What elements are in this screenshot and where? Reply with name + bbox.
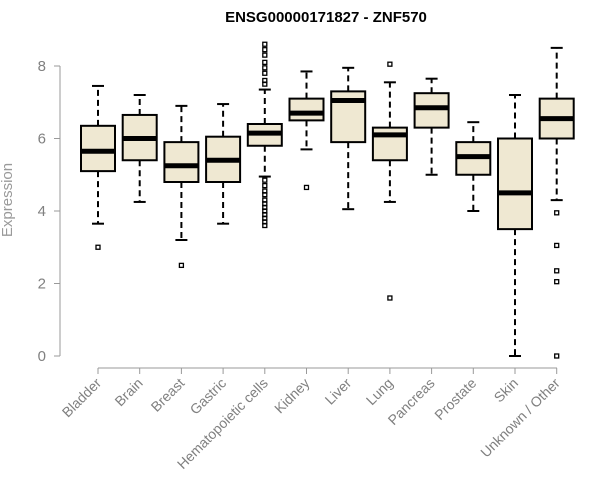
outlier-point [178,262,185,269]
y-tick-label: 6 [38,131,46,148]
x-tick-label: Bladder [59,375,105,421]
x-tick-label: Liver [322,375,355,408]
chart-title: ENSG00000171827 - ZNF570 [225,9,427,26]
y-axis-label: Expression [0,163,16,237]
outlier-point [387,61,393,67]
x-tick-label: Prostate [431,375,479,423]
box-group [80,84,116,250]
outlier-point [303,184,310,191]
y-ticks: 0 2 4 6 8 [38,58,60,365]
box-group [330,66,367,211]
outlier-point [262,70,268,76]
outlier-point [262,41,268,47]
outlier-point [554,353,560,359]
y-tick-label: 4 [38,203,46,220]
box-group [205,103,242,225]
box-group [455,121,492,212]
box-group [497,94,533,357]
box-iqr [413,92,450,129]
box-group [121,94,158,203]
y-tick-label: 8 [38,58,46,75]
outlier-point [262,177,268,183]
box-group [413,77,450,176]
outlier-point [262,65,268,71]
x-tick-label: Brain [111,375,145,409]
y-tick-label: 0 [38,348,46,365]
outlier-point [262,52,268,58]
outlier-point [554,210,560,216]
outlier-point [95,244,101,250]
outlier-point [554,242,560,249]
outlier-point [262,81,268,87]
x-tick-label: Breast [148,375,188,415]
outlier-point [262,192,268,198]
box-group [163,104,200,269]
box-iqr [288,97,325,122]
box-iqr [80,124,116,173]
box-group [538,46,575,359]
box-group [246,41,283,229]
box-group [288,70,325,191]
y-tick-label: 2 [38,276,46,293]
outlier-point [262,222,268,229]
outlier-point [387,295,393,301]
outlier-point [554,279,560,285]
x-tick-label: Kidney [271,375,313,417]
outlier-point [262,59,268,66]
x-tick-label: Unknown / Other [477,375,563,461]
box-group [371,61,408,301]
outlier-point [262,182,268,189]
outlier-point [262,47,268,53]
box-iqr [163,141,200,183]
outlier-point [554,268,560,274]
box-iqr [497,137,533,231]
boxes [80,41,575,359]
x-tick-label: Lung [363,375,396,408]
x-tick-label: Skin [491,375,522,406]
